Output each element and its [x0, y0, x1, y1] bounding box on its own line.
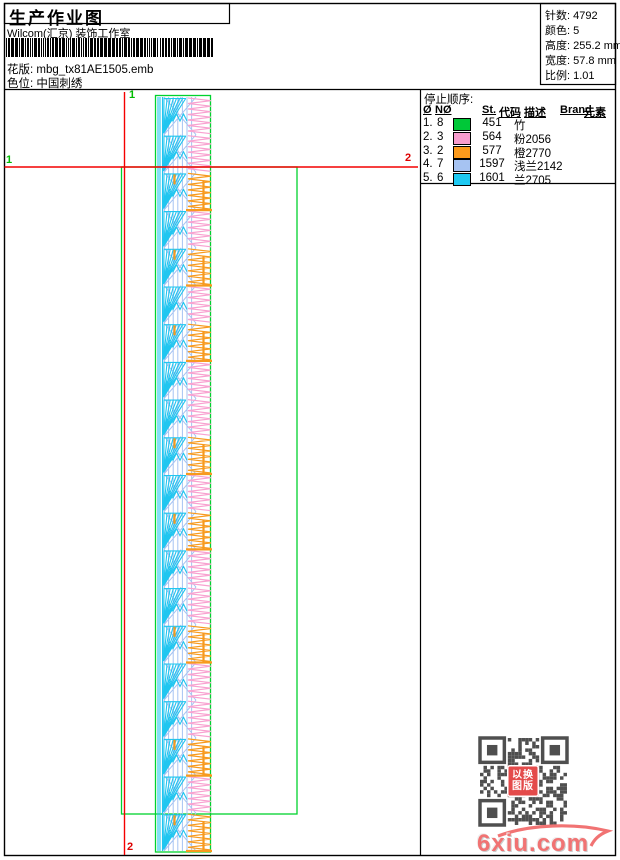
- row-needle-number: 8: [437, 117, 444, 129]
- col-header-code: 代码: [499, 107, 521, 119]
- col-header-stitches: St.: [482, 104, 497, 116]
- stat-stitches: 针数: 4792: [545, 10, 598, 22]
- stitch-design: [157, 96, 212, 853]
- thread-color-swatch: [453, 159, 471, 173]
- logo-swoosh: [497, 824, 614, 847]
- row-stitch-code: 1597: [479, 158, 505, 171]
- colorway-value: 中国刺绣: [36, 78, 83, 90]
- row-color-description: 竹: [514, 120, 526, 132]
- row-color-description: 兰2705: [514, 175, 552, 188]
- colorway-row: 色位: 中国刺绣: [7, 75, 82, 91]
- page-title: 生产作业图: [9, 9, 104, 28]
- h-guide-start-marker: 1: [6, 154, 13, 166]
- thread-color-swatch: [453, 118, 471, 131]
- pattern-file-row: 花版: mbg_tx81AE1505.emb: [7, 61, 153, 77]
- row-needle-number: 3: [437, 130, 444, 143]
- row-stitch-code: 1601: [479, 172, 505, 185]
- stat-width: 宽度: 57.8 mm: [545, 55, 616, 67]
- page-border: [3, 2, 617, 857]
- pattern-file-label: 花版:: [7, 64, 34, 76]
- col-header-needle-symbol: Ø: [423, 104, 432, 116]
- row-index: 1.: [423, 117, 433, 129]
- company-subtitle: Wilcom(汇京) 装饰工作室: [7, 28, 131, 40]
- row-color-description: 橙2770: [514, 147, 552, 160]
- col-header-brand: Brand: [560, 104, 592, 116]
- stat-scale: 比例: 1.01: [545, 70, 595, 82]
- colorway-label: 色位:: [7, 78, 34, 90]
- stop-sequence-title: 停止顺序:: [424, 94, 474, 106]
- seal-line1: 以换: [512, 770, 534, 781]
- col-header-description: 描述: [524, 107, 546, 119]
- col-header-elements: 元素: [584, 107, 606, 119]
- stat-colors: 颜色: 5: [545, 25, 580, 37]
- v-guide-start-marker: 1: [129, 89, 136, 101]
- pattern-file-value: mbg_tx81AE1505.emb: [36, 64, 154, 76]
- row-color-description: 浅兰2142: [514, 161, 563, 174]
- thread-color-swatch: [453, 131, 471, 145]
- row-needle-number: 2: [437, 144, 444, 157]
- stats-box-border: [539, 2, 617, 86]
- thread-color-swatch: [453, 145, 471, 159]
- row-stitch-code: 451: [482, 117, 502, 129]
- row-index: 4.: [423, 158, 433, 171]
- row-needle-number: 6: [437, 172, 444, 185]
- row-index: 2.: [423, 130, 433, 143]
- thread-color-swatch: [453, 173, 471, 187]
- row-index: 5.: [423, 172, 433, 185]
- row-color-description: 粉2056: [514, 133, 552, 146]
- title-box: [3, 2, 231, 25]
- col-header-needle-no: NØ: [435, 104, 452, 116]
- barcode: [6, 38, 213, 57]
- qr-center-seal: 以换 图版: [507, 765, 539, 797]
- site-logo: 6xiu.com: [477, 830, 590, 857]
- h-guide-end-marker: 2: [405, 152, 412, 164]
- row-stitch-code: 564: [482, 130, 502, 143]
- row-stitch-code: 577: [482, 144, 502, 157]
- v-guide-end-marker: 2: [127, 841, 134, 853]
- row-needle-number: 7: [437, 158, 444, 171]
- seal-line2: 图版: [512, 781, 534, 792]
- stat-height: 高度: 255.2 mm: [545, 40, 620, 52]
- hoop-frame: [120, 166, 298, 815]
- row-index: 3.: [423, 144, 433, 157]
